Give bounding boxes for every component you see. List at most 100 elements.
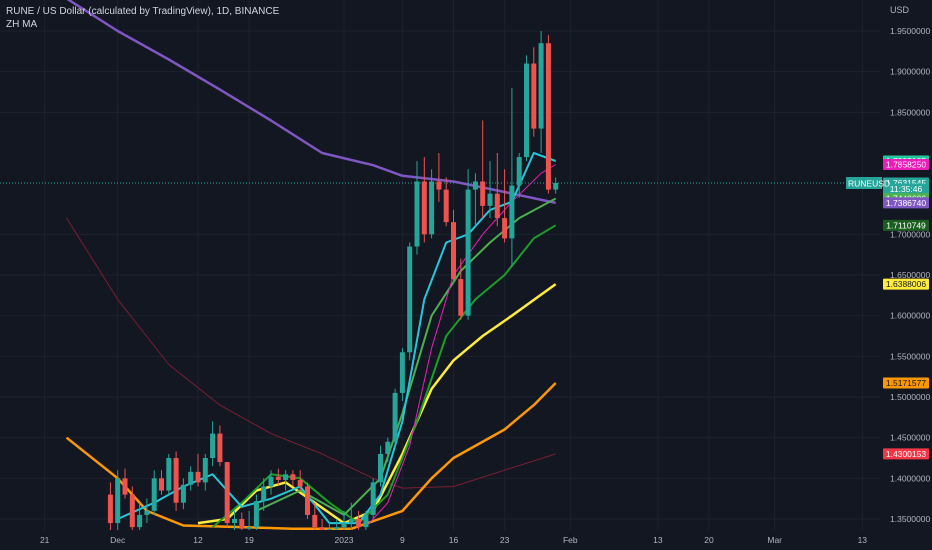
candle[interactable]: [378, 445, 383, 487]
price-axis-label: 1.7858250: [883, 159, 929, 171]
symbol-price-tag[interactable]: RUNEUSD: [846, 177, 890, 189]
candle[interactable]: [465, 169, 471, 320]
candle[interactable]: [356, 510, 362, 534]
chart-title[interactable]: RUNE / US Dollar (calculated by TradingV…: [6, 6, 280, 17]
candle[interactable]: [436, 153, 442, 202]
candle[interactable]: [553, 177, 559, 194]
candle[interactable]: [509, 87, 515, 267]
candle-body: [392, 392, 398, 442]
candle-body: [268, 476, 274, 487]
candle[interactable]: [202, 453, 208, 491]
candle-body: [283, 474, 289, 480]
candle-body: [239, 519, 245, 529]
candle-body: [436, 181, 442, 190]
candle[interactable]: [385, 437, 391, 463]
candle[interactable]: [180, 478, 186, 510]
candle[interactable]: [524, 55, 529, 162]
candle-body: [275, 476, 281, 480]
candle[interactable]: [531, 47, 537, 137]
candle[interactable]: [363, 510, 369, 532]
candle[interactable]: [144, 498, 150, 524]
candle[interactable]: [414, 161, 420, 255]
candle[interactable]: [283, 470, 289, 491]
candle[interactable]: [275, 468, 281, 485]
candle-body: [202, 458, 208, 483]
candle[interactable]: [151, 470, 157, 515]
candle[interactable]: [268, 470, 274, 495]
price-axis-label-text: 1.7631545: [886, 178, 926, 188]
candle[interactable]: [115, 470, 121, 532]
candle-body: [458, 279, 464, 316]
price-axis-label-text: 1.7386740: [886, 198, 926, 208]
candle[interactable]: [297, 470, 303, 491]
candle[interactable]: [312, 502, 318, 534]
candle-body: [151, 478, 157, 511]
candle[interactable]: [261, 478, 267, 511]
price-tick-label: 1.7000000: [890, 229, 930, 239]
candle[interactable]: [407, 242, 413, 361]
candle-body: [232, 519, 237, 524]
candle[interactable]: [370, 478, 376, 519]
candle-body: [538, 43, 544, 129]
candle[interactable]: [516, 153, 522, 198]
candle-body: [166, 458, 172, 491]
candle[interactable]: [129, 486, 135, 534]
candle[interactable]: [421, 157, 427, 243]
candle[interactable]: [341, 510, 347, 532]
moving-average-line: [365, 164, 556, 528]
time-tick-label: 19: [244, 535, 254, 545]
candle[interactable]: [502, 169, 508, 243]
candle-body: [472, 181, 478, 190]
candle[interactable]: [458, 258, 464, 320]
moving-average-line: [197, 283, 557, 525]
candle[interactable]: [348, 502, 354, 532]
candle[interactable]: [253, 494, 259, 532]
candle[interactable]: [166, 453, 172, 495]
candle[interactable]: [290, 470, 296, 487]
candle[interactable]: [443, 177, 449, 227]
candle[interactable]: [137, 502, 143, 536]
candle[interactable]: [480, 120, 486, 219]
candle[interactable]: [122, 468, 128, 499]
time-axis[interactable]: [0, 530, 932, 550]
candle-body: [173, 458, 179, 503]
candle-body: [348, 519, 354, 524]
candle[interactable]: [159, 470, 164, 495]
candle[interactable]: [173, 451, 179, 511]
candle[interactable]: [429, 169, 435, 239]
time-tick-label: 9: [400, 535, 405, 545]
candle[interactable]: [538, 31, 544, 153]
price-axis-label-text: 1.4300153: [886, 449, 926, 459]
candle[interactable]: [217, 425, 223, 467]
candle[interactable]: [305, 482, 310, 519]
candle[interactable]: [210, 421, 216, 467]
candle-body: [451, 222, 456, 280]
candle-body: [312, 514, 318, 528]
indicator-name[interactable]: ZH MA: [6, 19, 38, 30]
candle[interactable]: [224, 462, 230, 528]
price-tick-label: 1.9000000: [890, 67, 930, 77]
candle[interactable]: [451, 209, 456, 284]
candle[interactable]: [107, 482, 113, 534]
price-axis-label-text: 1.7858250: [886, 160, 926, 170]
time-tick-label: Mar: [767, 535, 782, 545]
candle-body: [261, 486, 267, 502]
price-axis-label-bg: [883, 197, 929, 209]
price-tick-label: 1.6500000: [890, 270, 930, 280]
candle[interactable]: [472, 173, 478, 227]
candles: [107, 31, 559, 536]
candle[interactable]: [392, 388, 398, 446]
candle-body: [494, 193, 500, 219]
price-axis-label: 1.4300153: [883, 448, 929, 460]
candle[interactable]: [545, 35, 551, 194]
price-axis-ticks: 1.9500000 1.9000000 1.8500000 1.7000000 1.65…: [890, 26, 930, 524]
candle[interactable]: [399, 348, 405, 402]
candle[interactable]: [188, 466, 194, 491]
candle-body: [356, 519, 362, 528]
candle[interactable]: [494, 153, 500, 227]
candle[interactable]: [487, 161, 493, 219]
candle[interactable]: [195, 453, 201, 487]
currency-label: USD: [890, 5, 910, 15]
price-axis[interactable]: [880, 0, 932, 530]
